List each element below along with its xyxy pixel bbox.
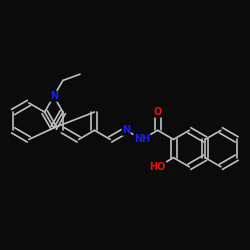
Text: O: O (154, 107, 162, 117)
Text: N: N (50, 91, 58, 101)
Text: N: N (122, 125, 130, 135)
Text: HO: HO (150, 162, 166, 172)
Text: NH: NH (134, 134, 150, 144)
